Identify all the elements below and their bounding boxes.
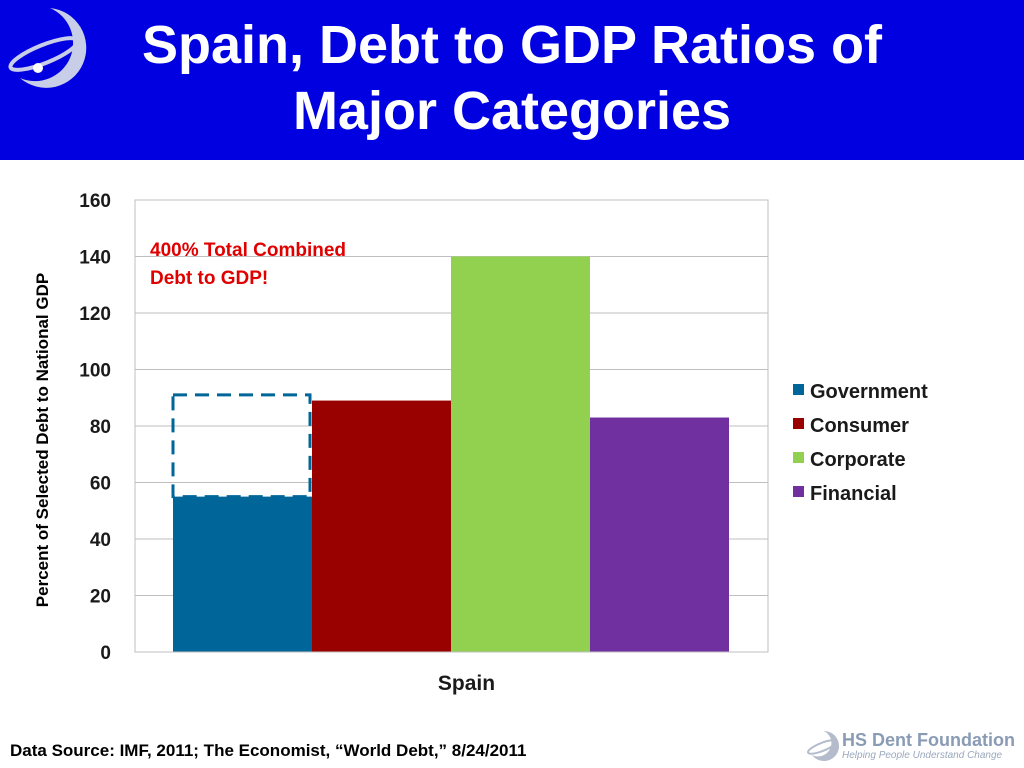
legend-label-financial: Financial	[810, 483, 897, 505]
legend-label-government: Government	[810, 381, 928, 403]
y-tick-label: 0	[100, 643, 111, 664]
footer-logo-tagline: Helping People Understand Change	[842, 750, 1003, 761]
footer-logo: HS Dent Foundation Helping People Unders…	[806, 728, 1016, 764]
legend-swatch-corporate	[793, 452, 804, 463]
legend-label-consumer: Consumer	[810, 415, 909, 437]
bar-financial	[590, 417, 729, 652]
y-tick-label: 160	[79, 191, 111, 212]
bars	[171, 256, 729, 652]
y-axis-ticks: 0 20 40 60 80 100 120 140 160	[79, 191, 111, 664]
bar-chart: 0 20 40 60 80 100 120 140 160 Percent of Selecte…	[33, 191, 928, 695]
x-axis-category-label: Spain	[438, 672, 495, 695]
annotation-line-2: Debt to GDP!	[150, 268, 268, 289]
footer-logo-name: HS Dent Foundation	[842, 730, 1015, 750]
plot-area-border	[134, 199, 769, 653]
y-tick-label: 80	[90, 417, 111, 438]
hs-dent-logo-icon	[8, 8, 87, 88]
data-source-note: Data Source: IMF, 2011; The Economist, “…	[10, 741, 527, 760]
title-line-1: Spain, Debt to GDP Ratios of	[141, 15, 883, 75]
y-tick-label: 60	[90, 474, 111, 495]
annotation-line-1: 400% Total Combined	[150, 240, 346, 261]
y-tick-label: 40	[90, 530, 111, 551]
legend-label-corporate: Corporate	[810, 449, 906, 471]
legend-swatch-consumer	[793, 418, 804, 429]
y-tick-label: 140	[79, 248, 111, 269]
bar-corporate	[451, 256, 590, 652]
bar-government	[173, 496, 312, 652]
legend-swatch-government	[793, 384, 804, 395]
footer-logo-icon	[807, 731, 839, 761]
legend: Government Consumer Corporate Financial	[793, 381, 928, 505]
legend-swatch-financial	[793, 486, 804, 497]
title-banner: Spain, Debt to GDP Ratios of Major Categ…	[0, 0, 1024, 160]
y-tick-label: 20	[90, 587, 111, 608]
title-line-2: Major Categories	[292, 81, 732, 141]
y-axis-label: Percent of Selected Debt to National GDP	[33, 273, 52, 607]
page-title: Spain, Debt to GDP Ratios of Major Categ…	[0, 12, 1024, 144]
bar-consumer	[312, 400, 451, 652]
dashed-outline-government	[171, 393, 312, 499]
y-tick-label: 100	[79, 361, 111, 382]
y-tick-label: 120	[79, 304, 111, 325]
